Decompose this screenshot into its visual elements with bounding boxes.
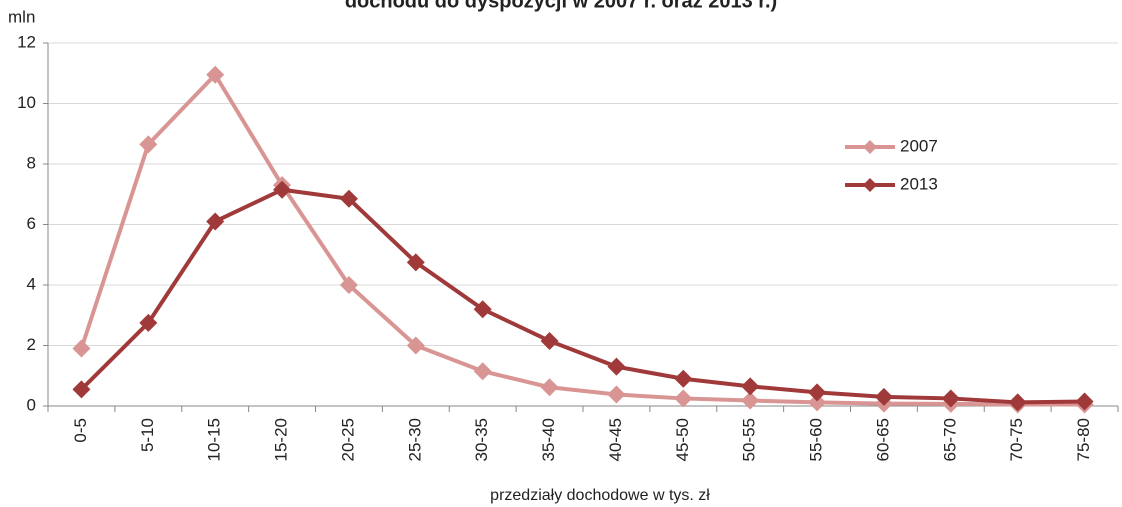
series-line — [80, 187, 1085, 405]
y-tick-label: 4 — [27, 274, 36, 293]
marker — [674, 369, 693, 388]
x-tick-label: 70-75 — [1007, 418, 1026, 461]
x-tick-label: 15-20 — [272, 418, 291, 461]
x-tick-label: 60-65 — [873, 418, 892, 461]
marker — [874, 387, 893, 406]
marker — [808, 393, 827, 412]
x-tick-label: 65-70 — [940, 418, 959, 461]
marker — [741, 377, 760, 396]
x-tick-label: 55-60 — [807, 418, 826, 461]
x-tick-label: 45-50 — [673, 418, 692, 461]
marker — [607, 357, 626, 376]
x-tick-label: 75-80 — [1074, 418, 1093, 461]
legend-marker — [863, 140, 877, 154]
x-tick-label: 35-40 — [539, 418, 558, 461]
marker — [473, 362, 492, 381]
legend-label: 2013 — [900, 174, 938, 193]
x-tick-label: 25-30 — [405, 418, 424, 461]
marker — [1075, 392, 1094, 411]
x-tick-label: 30-35 — [472, 418, 491, 461]
y-tick-label: 6 — [27, 214, 36, 233]
chart-title: dochodu do dyspozycji w 2007 r. oraz 201… — [345, 0, 777, 12]
marker — [206, 65, 225, 84]
marker — [406, 336, 425, 355]
x-tick-label: 40-45 — [606, 418, 625, 461]
marker — [741, 391, 760, 410]
x-tick-label: 10-15 — [205, 418, 224, 461]
marker — [406, 253, 425, 272]
marker — [339, 189, 358, 208]
marker — [273, 180, 292, 199]
marker — [674, 389, 693, 408]
y-axis-label: mln — [8, 7, 35, 26]
marker — [339, 276, 358, 294]
marker — [540, 378, 559, 397]
marker — [139, 135, 158, 154]
x-tick-label: 0-5 — [71, 418, 90, 443]
marker — [941, 389, 960, 408]
y-tick-label: 10 — [17, 93, 36, 112]
legend-marker — [863, 178, 877, 192]
y-tick-label: 2 — [27, 335, 36, 354]
marker — [1008, 393, 1027, 412]
marker — [72, 380, 91, 399]
x-axis-label: przedziały dochodowe w tys. zł — [490, 487, 710, 504]
marker — [607, 385, 626, 404]
legend-label: 2007 — [900, 136, 938, 155]
y-tick-label: 8 — [27, 153, 36, 172]
x-tick-label: 5-10 — [138, 418, 157, 452]
marker — [139, 313, 158, 332]
marker — [473, 300, 492, 319]
marker — [808, 383, 827, 402]
marker — [540, 331, 559, 350]
marker — [72, 339, 91, 358]
x-tick-label: 20-25 — [338, 418, 357, 461]
marker — [206, 212, 225, 231]
y-tick-label: 12 — [17, 32, 36, 51]
series-line — [79, 71, 1085, 407]
y-tick-label: 0 — [27, 395, 36, 414]
x-tick-label: 50-55 — [740, 418, 759, 461]
